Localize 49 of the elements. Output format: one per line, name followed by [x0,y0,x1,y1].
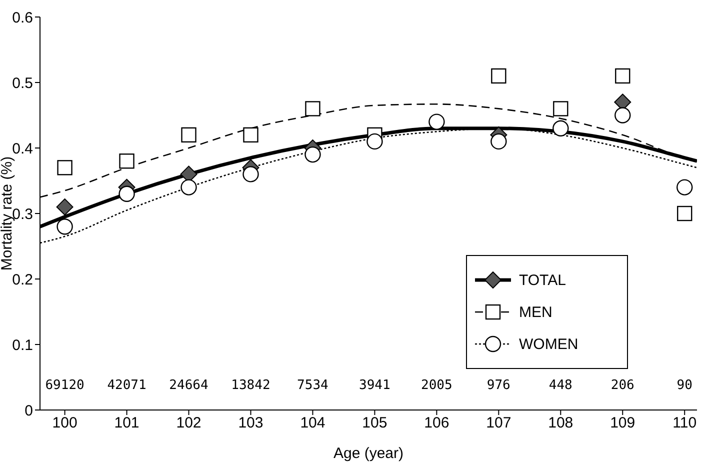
legend-label: MEN [519,304,552,320]
point [181,127,196,142]
x-tick-label: 108 [548,414,574,432]
point [677,206,692,222]
x-tick-label: 106 [424,414,450,432]
point [242,166,259,182]
y-tick-label: 0.2 [12,271,33,288]
annotation: 7534 [297,378,329,394]
legend-label: WOMEN [519,336,578,352]
x-tick-label: 104 [300,414,326,432]
point [490,133,507,150]
point [552,120,569,136]
x-tick-label: 102 [176,414,202,432]
point [57,160,72,176]
annotation: 42071 [107,378,146,394]
annotation: 3941 [359,378,390,394]
x-axis-title: Age (year) [333,445,404,462]
point [118,186,135,202]
point [366,133,383,150]
y-tick-label: 0.1 [12,336,33,354]
annotation: 448 [548,378,572,394]
point [56,198,74,216]
y-tick-label: 0.5 [12,74,33,92]
y-tick-label: 0.6 [12,9,33,26]
point [305,101,320,116]
x-tick-label: 109 [610,414,636,432]
point [243,127,258,142]
annotation: 24664 [169,378,208,394]
x-tick-label: 100 [52,414,78,432]
x-tick-label: 107 [486,414,512,432]
point [304,146,321,163]
point [553,101,568,116]
point [119,154,134,169]
annotation: 976 [486,378,510,394]
x-tick-label: 101 [114,414,140,432]
point [615,68,630,84]
x-tick-label: 105 [362,414,388,432]
y-tick-label: 0.4 [12,140,33,158]
point [180,179,197,196]
legend-label: TOTAL [519,272,566,288]
y-tick-label: 0 [24,402,33,420]
x-tick-label: 103 [238,414,264,432]
annotation: 13842 [231,378,270,394]
point [491,68,506,84]
x-tick-label: 110 [672,414,697,432]
annotation: 90 [676,378,692,394]
annotation: 2005 [421,378,452,394]
annotation: 69120 [45,378,84,394]
annotation: 206 [610,378,634,394]
